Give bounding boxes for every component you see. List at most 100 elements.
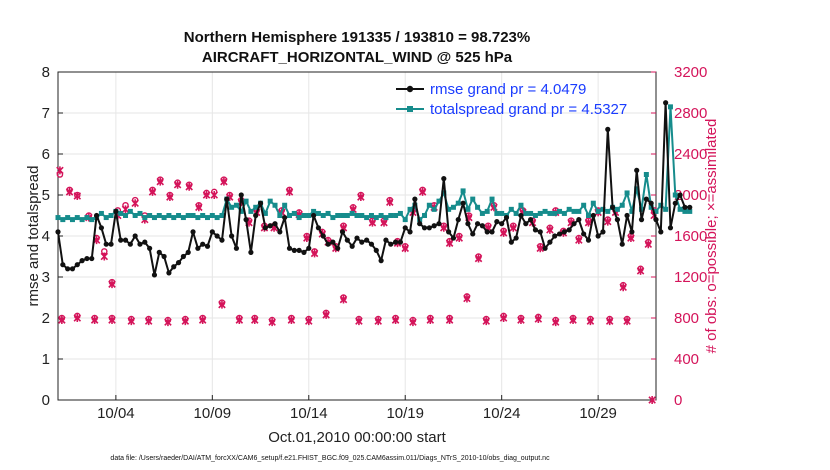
rmse-point [204, 243, 211, 249]
rmse-point [402, 225, 408, 231]
totalspread-point [311, 208, 317, 214]
rmse-point [503, 214, 510, 221]
rmse-point [576, 217, 582, 223]
rmse-point [648, 200, 654, 206]
totalspread-point [600, 206, 606, 212]
obs-assimilated-point [648, 396, 656, 404]
rmse-point [474, 221, 481, 227]
obs-assimilated-point [58, 316, 66, 325]
obs-assimilated-point [627, 234, 635, 243]
totalspread-point [672, 192, 678, 198]
totalspread-point [84, 215, 90, 221]
totalspread-point [291, 210, 297, 216]
rmse-point [195, 245, 201, 251]
rmse-point [638, 217, 645, 223]
rmse-point [619, 241, 625, 247]
rmse-point [79, 258, 85, 264]
obs-assimilated-point [386, 198, 394, 207]
totalspread-point [340, 213, 346, 218]
totalspread-point [79, 217, 85, 223]
rmse-point [359, 239, 365, 245]
rmse-point [566, 227, 572, 233]
y-tick-label-right: 2400 [674, 146, 707, 163]
totalspread-point [60, 217, 66, 223]
totalspread-point [378, 213, 384, 218]
totalspread-point [537, 210, 543, 216]
rmse-point [238, 192, 244, 198]
rmse-point [277, 229, 283, 235]
rmse-point [142, 239, 148, 245]
rmse-point [687, 204, 693, 210]
y-tick-label-left: 4 [42, 228, 50, 245]
obs-assimilated-point [322, 310, 330, 319]
obs-assimilated-point [250, 316, 259, 325]
rmse-point [339, 229, 346, 235]
rmse-point [156, 249, 162, 255]
totalspread-point [185, 213, 191, 218]
rmse-point [262, 225, 268, 231]
totalspread-point [180, 215, 186, 221]
rmse-point [643, 196, 649, 202]
totalspread-point [368, 213, 374, 218]
totalspread-point [55, 215, 61, 221]
rmse-point [585, 237, 592, 243]
totalspread-point [344, 213, 350, 218]
totalspread-point [171, 215, 177, 221]
y-tick-label-right: 0 [674, 392, 682, 409]
obs-assimilated-point [517, 316, 525, 325]
x-axis-ticks: 10/04 10/09 10/14 10/19 10/24 10/29 [97, 395, 617, 422]
y-tick-label-right: 1200 [674, 269, 707, 286]
totalspread-point [383, 215, 389, 221]
rmse-point [147, 245, 153, 251]
rmse-point [581, 231, 587, 237]
totalspread-point [123, 213, 129, 218]
y-tick-label-right: 1600 [674, 228, 707, 245]
obs-assimilated-point [198, 316, 207, 325]
totalspread-point [441, 190, 447, 196]
totalspread-point [103, 215, 109, 221]
y-tick-label-left: 6 [42, 146, 50, 163]
rmse-point [528, 217, 534, 223]
y-tick-label-right: 800 [674, 310, 699, 327]
rmse-point [118, 237, 124, 243]
obs-assimilated-point [218, 300, 226, 309]
obs-assimilated-point [644, 240, 653, 249]
rmse-point [229, 233, 235, 239]
rmse-point [243, 217, 249, 223]
rmse-point [219, 237, 225, 243]
totalspread-point [614, 206, 620, 212]
rmse-point [494, 219, 500, 225]
obs-assimilated-point [455, 234, 464, 243]
totalspread-point [296, 215, 302, 221]
y-tick-label-left: 2 [42, 310, 50, 327]
rmse-point [55, 229, 61, 235]
totalspread-point [407, 206, 413, 212]
rmse-point [556, 231, 563, 237]
rmse-point [325, 241, 331, 247]
totalspread-point [69, 217, 75, 223]
legend: rmse grand pr = 4.0479 totalspread grand… [396, 81, 627, 118]
rmse-point [69, 266, 76, 272]
totalspread-point [306, 213, 312, 218]
y-tick-label-left: 3 [42, 269, 50, 286]
rmse-point [354, 235, 360, 241]
rmse-point [180, 253, 186, 260]
rmse-point [407, 229, 413, 235]
totalspread-point [643, 172, 649, 177]
totalspread-point [499, 210, 505, 216]
totalspread-point [137, 210, 143, 216]
obs-assimilated-point [305, 317, 313, 326]
obs-assimilated-point [551, 318, 560, 327]
totalspread-point [176, 213, 182, 218]
rmse-point [301, 249, 307, 255]
rmse-point [364, 237, 370, 243]
totalspread-point [450, 204, 456, 210]
obs-assimilated-point [131, 199, 139, 208]
totalspread-point [489, 196, 495, 202]
totalspread-point [65, 215, 71, 221]
totalspread-point [566, 206, 572, 212]
rmse-point [175, 260, 182, 266]
y-tick-label-left: 8 [42, 64, 50, 81]
